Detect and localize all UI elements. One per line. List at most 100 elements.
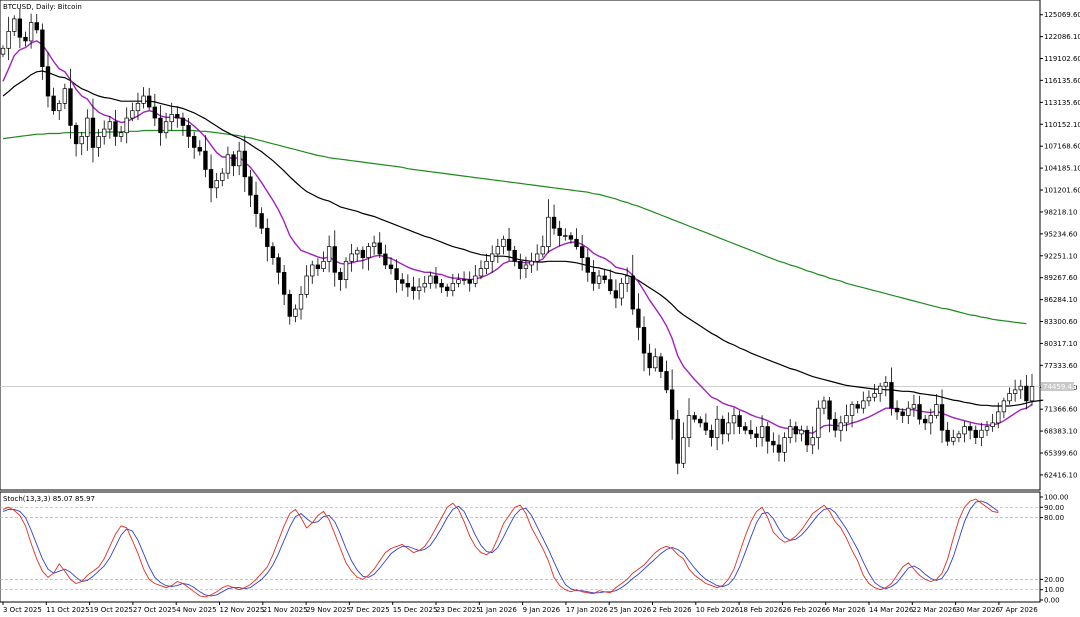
candle — [248, 169, 253, 207]
candle — [388, 257, 394, 275]
date-axis: 3 Oct 2025 11 Oct 2025 19 Oct 2025 27 Oct 2… — [2, 602, 1038, 614]
candle — [922, 414, 928, 431]
candle-body — [152, 106, 157, 119]
candle-body — [906, 407, 911, 416]
candle-body — [681, 437, 686, 464]
candle — [551, 204, 557, 235]
price-tick-label: 116135.60 — [1044, 77, 1080, 85]
candle-body — [501, 238, 506, 247]
candle-body — [197, 147, 202, 152]
candle-body — [849, 404, 855, 416]
candle-body — [771, 440, 776, 446]
candle-body — [304, 275, 309, 295]
price-tick-label: 122086.10 — [1044, 33, 1080, 41]
candle-body — [759, 426, 765, 438]
candle — [951, 429, 956, 446]
candle — [473, 265, 478, 288]
candle — [996, 402, 1001, 429]
candle-body — [473, 275, 478, 284]
candle — [619, 277, 624, 306]
date-tick-label: 9 Jan 2026 — [523, 606, 561, 614]
candle — [945, 422, 950, 446]
candle-body — [394, 268, 399, 281]
candle-body — [658, 356, 664, 372]
price-tick-label: 80317.10 — [1044, 340, 1077, 348]
stoch-axis: 100.00 90.00 80.00 20.00 10.00 0.00 — [0, 494, 1069, 605]
price-tick-label: 83300.60 — [1044, 318, 1077, 326]
candle — [366, 242, 371, 271]
candle — [844, 404, 849, 432]
candle-body — [343, 260, 349, 281]
candle — [641, 316, 647, 372]
candle-body — [624, 275, 630, 284]
candle — [45, 51, 51, 108]
candle-body — [276, 257, 281, 273]
candle — [714, 405, 720, 451]
candle-body — [1024, 385, 1029, 402]
candle — [355, 247, 360, 262]
candle-body — [450, 282, 456, 292]
candle-body — [360, 249, 366, 258]
candle — [675, 409, 680, 475]
candle — [147, 87, 152, 111]
candle-body — [90, 117, 96, 148]
candle — [445, 283, 450, 297]
candle — [900, 408, 905, 423]
date-tick-label: 7 Apr 2026 — [999, 606, 1038, 614]
candle — [855, 400, 860, 414]
candle-body — [698, 418, 703, 424]
candle-body — [124, 117, 129, 134]
candle-body — [546, 216, 551, 247]
candle — [57, 100, 62, 120]
candle-body — [939, 404, 945, 431]
candle — [726, 412, 731, 442]
candle-body — [332, 246, 337, 273]
candle-body — [647, 352, 652, 369]
candle-body — [214, 180, 219, 189]
candle-body — [579, 246, 585, 258]
candle — [754, 426, 759, 448]
price-tick-label: 95234.60 — [1044, 230, 1077, 238]
candle-body — [529, 260, 534, 266]
candle — [124, 107, 129, 144]
candle — [197, 140, 202, 156]
candle-body — [686, 415, 692, 438]
candle — [310, 260, 315, 284]
candle — [253, 181, 259, 228]
candle — [563, 228, 568, 241]
candle-body — [563, 235, 568, 237]
candle — [956, 430, 962, 443]
candle-body — [79, 136, 84, 145]
candle-body — [400, 279, 405, 284]
candle-body — [220, 172, 225, 181]
stoch-tick-label: 90.00 — [1044, 504, 1064, 512]
candle — [574, 228, 579, 250]
candle-body — [51, 95, 56, 112]
candle — [799, 425, 804, 442]
candle — [107, 115, 113, 139]
candle-body — [596, 275, 602, 284]
candle — [793, 421, 799, 443]
candle-body — [782, 437, 787, 453]
candle — [698, 416, 703, 428]
candle — [28, 13, 34, 49]
candle-body — [208, 169, 214, 189]
candle — [967, 422, 973, 440]
candle — [782, 432, 787, 462]
candle-body — [315, 264, 321, 269]
candle — [889, 367, 894, 416]
date-tick-label: 19 Oct 2025 — [90, 606, 133, 614]
candle-body — [180, 117, 186, 126]
date-tick-label: 10 Feb 2026 — [696, 606, 740, 614]
candle-body — [703, 422, 709, 431]
candle-body — [838, 422, 843, 431]
date-tick-label: 23 Dec 2025 — [436, 606, 481, 614]
candle — [703, 413, 709, 436]
candle-body — [928, 415, 933, 424]
candle — [175, 106, 180, 128]
stoch-tick-label: 100.00 — [1044, 494, 1069, 502]
candle-body — [265, 227, 270, 247]
candlesticks — [0, 8, 1035, 475]
candle-body — [669, 389, 675, 420]
candle-body — [889, 382, 894, 409]
